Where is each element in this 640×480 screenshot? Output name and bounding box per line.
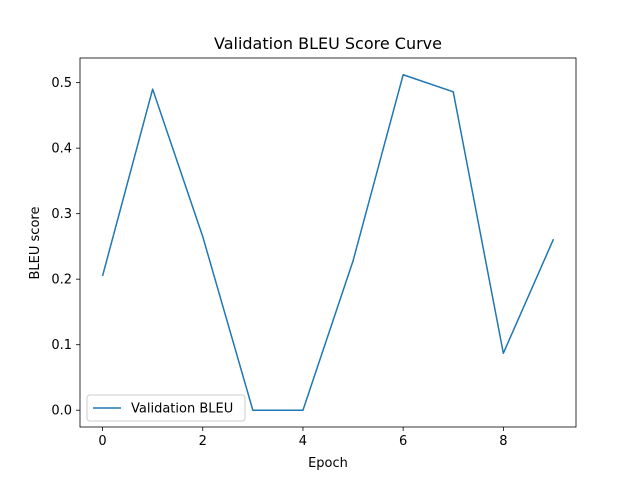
y-tick-label: 0.2 (51, 273, 72, 288)
y-axis-ticks: 0.0 0.1 0.2 0.3 0.4 0.5 (51, 76, 80, 419)
x-tick-label: 6 (399, 434, 407, 449)
x-tick-label: 4 (299, 434, 307, 449)
x-tick-label: 2 (199, 434, 207, 449)
y-axis-label: BLEU score (28, 207, 43, 280)
series-line-0 (101, 74, 555, 411)
x-tick-label: 8 (499, 434, 507, 449)
y-tick-label: 0.3 (51, 207, 72, 222)
plot-area (80, 58, 576, 427)
legend-label-validation-bleu: Validation BLEU (131, 402, 233, 417)
plot-frame (79, 57, 577, 428)
x-axis-label: Epoch (308, 456, 348, 471)
y-tick-label: 0.5 (51, 76, 72, 91)
legend-box (86, 394, 246, 422)
y-tick-label: 0.4 (51, 142, 72, 157)
y-tick-label: 0.1 (51, 338, 72, 353)
x-axis-ticks: 0 2 4 6 8 (98, 427, 507, 449)
series-layer (101, 74, 555, 411)
chart-title: Validation BLEU Score Curve (214, 34, 442, 53)
x-tick-label: 0 (98, 434, 106, 449)
y-tick-label: 0.0 (51, 404, 72, 419)
legend: Validation BLEU (86, 394, 246, 422)
